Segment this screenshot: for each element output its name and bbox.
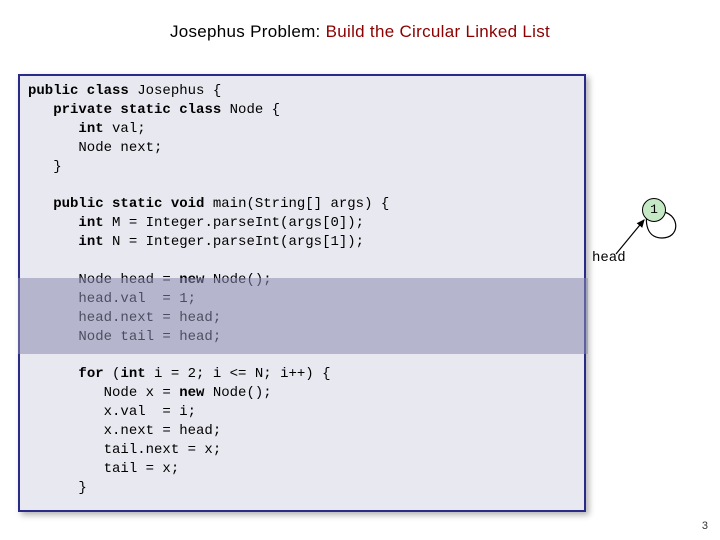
page-number: 3 [702,520,708,532]
title-part1: Josephus Problem: [170,22,326,41]
self-loop-arrow [600,198,680,288]
code-block: public class Josephus { private static c… [18,74,586,512]
head-label: head [592,250,626,266]
title-part2: Build the Circular Linked List [326,22,550,41]
linked-list-diagram: 1 head [600,198,680,318]
slide-title: Josephus Problem: Build the Circular Lin… [0,0,720,42]
node-1: 1 [642,198,666,222]
